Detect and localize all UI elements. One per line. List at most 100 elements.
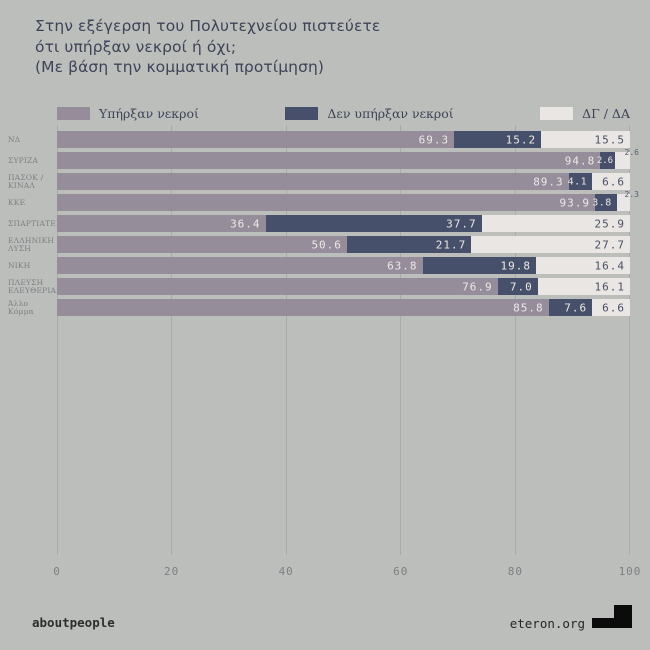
bar-segment-dk-da: 16.4 [536,257,630,274]
bar-row-7: 63.8 19.8 16.4 [57,257,630,274]
value-label: 16.1 [594,280,625,293]
bar-segment-no-deaths: 3.8 [592,194,617,211]
chart-title-line-3: (Με βάση την κομματική προτίμηση) [35,58,325,76]
x-axis: 0 20 40 60 80 100 [53,565,640,581]
value-label: 2.6 [624,148,639,157]
bar-segment-deaths: 93.9 [57,194,596,211]
value-label: 63.8 [387,259,418,272]
legend-item-deaths: Υπήρξαν νεκροί [57,106,199,121]
x-tick-20: 20 [163,565,180,578]
eteron-step-logo-icon [592,605,632,628]
value-label: 21.7 [435,238,467,251]
bar-row-1: 69.3 15.2 15.5 [57,131,630,148]
category-labels: ΝΔ ΣΥΡΙΖΑ ΠΑΣΟΚ / ΚΙΝΑΛ ΚΚΕ ΣΠΑΡΤΙΑΤΕΣ ΕΛΛΗΝΙΚ… [8,131,62,320]
bar-segment-no-deaths: 7.6 [548,299,593,316]
value-label: 37.7 [446,217,477,230]
bar-row-8: 76.9 7.0 16.1 [57,278,630,295]
legend-swatch-deaths-icon [57,107,90,120]
x-tick-100: 100 [618,565,642,578]
bar-segment-deaths: 89.3 [57,173,569,190]
category-label-3: ΠΑΣΟΚ / ΚΙΝΑΛ [8,172,44,190]
chart-title: Στην εξέγερση του Πολυτεχνείου πιστεύετε… [35,16,380,78]
value-label: 69.3 [418,133,450,146]
value-label: 19.8 [500,259,532,272]
category-label-9: Άλλο Κόμμα [8,298,34,316]
bar-row-9: 85.8 7.6 6.6 [57,299,630,316]
category-label-8: ΠΛΕΥΣΗ ΕΛΕΥΘΕΡΙΑΣ [8,277,62,295]
category-label-6: ΕΛΛΗΝΙΚΗ ΛΥΣΗ [8,235,55,253]
value-label: 94.8 [564,154,596,167]
bar-segment-deaths: 36.4 [57,215,266,232]
category-label-1: ΝΔ [8,134,21,144]
value-label: 16.4 [594,259,625,272]
x-tick-80: 80 [507,565,524,578]
value-label: 89.3 [533,175,564,188]
value-label: 2.6 [596,155,614,166]
value-label: 76.9 [462,280,493,293]
bar-segment-dk-da: 6.6 [592,173,630,190]
aboutpeople-credit: aboutpeople [32,615,115,630]
legend-item-no-deaths: Δεν υπήρξαν νεκροί [285,106,454,121]
legend-label-deaths: Υπήρξαν νεκροί [99,106,199,121]
gridline-80 [514,125,516,555]
bar-segment-dk-da: 27.7 [471,236,630,253]
value-label: 50.6 [311,238,342,251]
bar-row-3: 89.3 4.1 6.6 [57,173,630,190]
legend-swatch-no-deaths-icon [285,107,319,120]
bar-segment-deaths: 63.8 [57,257,423,274]
bar-row-5: 36.4 37.7 25.9 [57,215,630,232]
bar-segment-dk-da: 6.6 [592,299,630,316]
bar-segment-no-deaths: 7.0 [497,278,538,295]
bar-segment-no-deaths: 19.8 [422,257,537,274]
value-label: 2.3 [624,190,639,199]
legend-item-dk-da: ΔΓ / ΔΑ [540,106,630,121]
legend-swatch-dk-da-icon [540,107,574,120]
plot-area: 69.3 15.2 15.5 94.8 2.6 2.6 89.3 4.1 6.6 93.9 3.8 2… [56,125,639,555]
value-label: 93.9 [559,196,591,209]
value-label: 36.4 [230,217,261,230]
value-label: 15.5 [594,133,625,146]
value-label: 7.6 [564,301,588,314]
gridline-60 [400,125,402,555]
bar-segment-dk-da: 2.6 [615,148,639,169]
bar-row-2: 94.8 2.6 2.6 [57,148,639,169]
bar-row-4: 93.9 3.8 2.3 [57,190,639,211]
bar-segment-dk-da: 15.5 [541,131,630,148]
bar-segment-dk-da: 16.1 [537,278,630,295]
x-tick-0: 0 [53,565,61,578]
legend-label-dk-da: ΔΓ / ΔΑ [582,106,630,121]
value-label: 25.9 [594,217,625,230]
legend: Υπήρξαν νεκροί Δεν υπήρξαν νεκροί ΔΓ / Δ… [57,105,630,122]
bar-segment-no-deaths: 21.7 [346,236,472,253]
x-tick-40: 40 [278,565,294,578]
x-tick-60: 60 [393,565,409,578]
bar-segment-deaths: 76.9 [57,278,498,295]
bar-segment-no-deaths: 15.2 [454,131,542,148]
category-label-7: ΝΙΚΗ [8,260,31,270]
chart-title-line-1: Στην εξέγερση του Πολυτεχνείου πιστεύετε [35,17,381,35]
value-label: 85.8 [513,301,544,314]
value-label: 6.6 [602,301,625,314]
category-label-4: ΚΚΕ [8,197,26,207]
bar-segment-deaths: 50.6 [57,236,347,253]
value-label: 7.0 [509,280,533,293]
gridline-0 [56,125,58,555]
bar-segment-dk-da: 25.9 [481,215,630,232]
bar-segment-no-deaths: 4.1 [567,173,593,190]
bar-segment-deaths: 94.8 [57,152,601,169]
chart-title-line-2: ότι υπήρξαν νεκροί ή όχι; [35,37,237,56]
value-label: 6.6 [602,175,625,188]
gridline-100 [629,125,630,555]
gridline-40 [285,125,287,555]
bar-segment-no-deaths: 37.7 [265,215,482,232]
category-label-5: ΣΠΑΡΤΙΑΤΕΣ [8,218,62,228]
category-label-2: ΣΥΡΙΖΑ [8,155,39,165]
bar-row-6: 50.6 21.7 27.7 [57,236,630,253]
eteron-link[interactable]: eteron.org [509,616,585,631]
bar-rows: 69.3 15.2 15.5 94.8 2.6 2.6 89.3 4.1 6.6 93.9 3.8 2… [57,131,639,320]
legend-label-no-deaths: Δεν υπήρξαν νεκροί [327,106,454,121]
value-label: 4.1 [567,176,588,187]
bar-segment-deaths: 85.8 [57,299,549,316]
gridline-20 [171,125,173,555]
